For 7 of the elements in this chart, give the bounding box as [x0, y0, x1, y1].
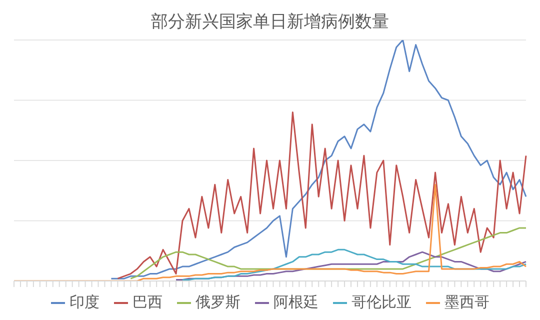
legend-label: 哥伦比亚	[352, 293, 412, 312]
legend-label: 巴西	[132, 293, 162, 312]
legend-label: 俄罗斯	[196, 293, 240, 312]
legend-label: 印度	[70, 293, 100, 312]
chart-title: 部分新兴国家单日新增病例数量	[150, 11, 390, 34]
legend-label: 墨西哥	[444, 293, 490, 312]
legend-label: 阿根廷	[274, 293, 318, 312]
